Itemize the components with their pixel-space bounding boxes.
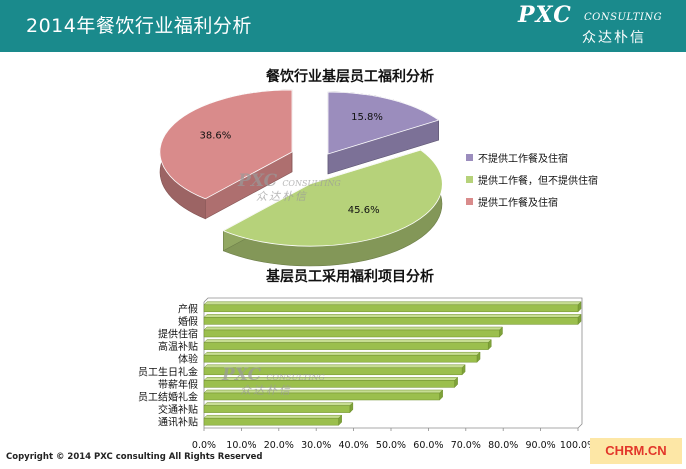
legend-swatch	[466, 154, 473, 161]
plot-frame	[203, 297, 583, 429]
bar-top	[203, 414, 343, 419]
bar	[203, 304, 579, 313]
legend-item: 提供工作餐，但不提供住宿	[466, 172, 666, 194]
logo-tagline: CONSULTING	[584, 12, 663, 23]
y-tick-label: 员工结婚礼金	[138, 391, 198, 404]
bar	[203, 367, 463, 376]
y-tick-label: 产假	[178, 302, 198, 315]
x-tick-label: 80.0%	[488, 440, 518, 451]
y-tick-label: 员工生日礼金	[138, 365, 198, 378]
x-tick-label: 50.0%	[376, 440, 406, 451]
y-tick-label: 体验	[178, 353, 198, 366]
pie-data-label: 38.6%	[200, 131, 232, 142]
header-bar: 2014年餐饮行业福利分析 PXC CONSULTING 众达朴信	[0, 0, 686, 52]
bar-top	[203, 339, 492, 343]
legend-item: 不提供工作餐及住宿	[466, 150, 666, 172]
bar-top	[203, 301, 582, 306]
pie-chart: 15.8% 45.6% 38.6%	[159, 89, 443, 267]
bar	[203, 354, 478, 363]
bar-top	[203, 402, 354, 406]
copyright-footer: Copyright © 2014 PXC consulting All Righ…	[6, 452, 263, 462]
watermark-bar: PXC CONSULTING 众达朴信	[222, 365, 325, 398]
logo-cn-name: 众达朴信	[582, 30, 646, 46]
x-tick-label: 20.0%	[264, 440, 294, 451]
x-tick-label: 40.0%	[339, 440, 369, 451]
legend-swatch	[466, 176, 473, 183]
x-tick-label: 100.0%	[560, 440, 596, 451]
pie-slice	[222, 149, 443, 247]
bar-top	[203, 326, 504, 331]
bar	[203, 405, 351, 413]
watermark-cn: 众达朴信	[240, 384, 292, 397]
legend-item: 提供工作餐及住宿	[466, 194, 666, 216]
x-tick-label: 10.0%	[226, 440, 256, 451]
x-tick-label: 0.0%	[192, 440, 216, 451]
y-tick-label: 带薪年假	[158, 378, 198, 391]
watermark-tagline: CONSULTING	[282, 179, 341, 188]
bar	[203, 329, 500, 338]
watermark-cn: 众达朴信	[256, 190, 308, 203]
y-tick-label: 提供住宿	[158, 328, 198, 341]
y-tick-label: 高温补贴	[158, 340, 198, 353]
page-title: 2014年餐饮行业福利分析	[26, 15, 252, 37]
watermark-tagline: CONSULTING	[266, 373, 325, 382]
watermark-pie: PXC CONSULTING 众达朴信	[238, 171, 341, 204]
x-tick-label: 60.0%	[413, 440, 443, 451]
watermark-brand: PXC	[222, 365, 262, 385]
bar	[203, 342, 489, 350]
pie-chart-title: 餐饮行业基层员工福利分析	[266, 69, 434, 85]
y-tick-label: 通讯补贴	[158, 416, 198, 429]
x-tick-label: 70.0%	[451, 440, 481, 451]
logo-brand: PXC	[518, 2, 572, 28]
bar	[203, 417, 339, 426]
pxc-logo: PXC CONSULTING 众达朴信	[512, 2, 680, 48]
pie-slice	[327, 91, 440, 155]
pie-legend: 不提供工作餐及住宿提供工作餐，但不提供住宿 提供工作餐及住宿	[466, 150, 666, 216]
legend-label: 提供工作餐及住宿	[478, 198, 558, 209]
bar-top	[203, 314, 582, 318]
bar	[203, 317, 579, 325]
pie-data-label: 45.6%	[348, 205, 380, 216]
x-tick-label: 30.0%	[301, 440, 331, 451]
bar-top	[203, 351, 481, 356]
watermark-brand: PXC	[238, 171, 278, 191]
y-tick-label: 婚假	[178, 315, 198, 328]
bar	[203, 380, 455, 388]
legend-swatch	[466, 198, 473, 205]
bar-chart-title: 基层员工采用福利项目分析	[266, 269, 434, 285]
y-tick-label: 交通补贴	[158, 403, 198, 416]
chrm-badge[interactable]: CHRM.CN	[590, 438, 682, 464]
pie-data-label: 15.8%	[351, 112, 383, 123]
legend-label: 不提供工作餐及住宿	[478, 154, 568, 165]
pie-slice	[159, 89, 293, 200]
legend-label: 提供工作餐，但不提供住宿	[478, 176, 598, 187]
bar	[203, 392, 440, 401]
x-tick-label: 90.0%	[526, 440, 556, 451]
